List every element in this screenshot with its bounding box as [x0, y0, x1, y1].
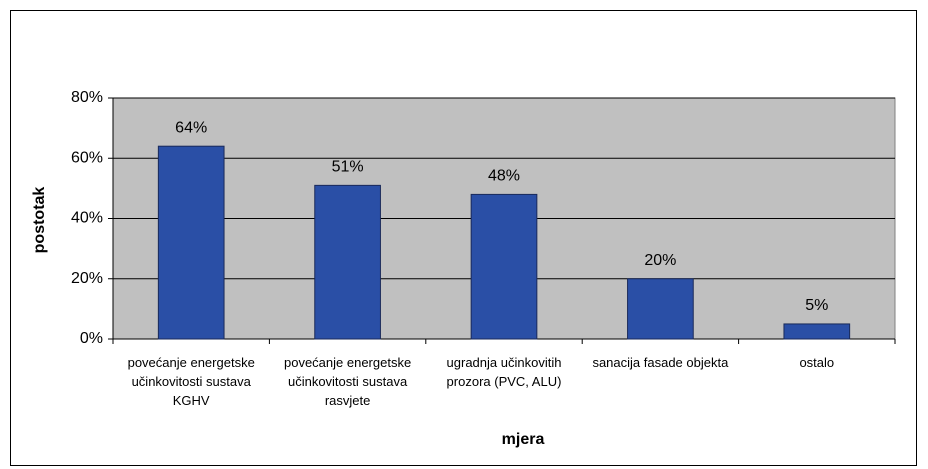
x-tick-label: povećanje energetske učinkovitosti susta… [283, 355, 412, 408]
bar [157, 145, 225, 340]
bar [470, 193, 538, 340]
y-tick-label: 0% [80, 330, 103, 347]
x-axis-title: mjera [502, 431, 545, 448]
y-axis-title: postotak [31, 187, 48, 254]
y-tick-label: 20% [71, 270, 103, 287]
x-tick-label: ostalo [799, 355, 835, 370]
y-tick-label: 40% [71, 210, 103, 227]
x-tick-label: sanacija fasade objekta [592, 355, 729, 370]
data-label: 51% [332, 159, 364, 176]
data-label: 5% [805, 297, 828, 314]
bar [783, 323, 851, 340]
data-label: 48% [488, 168, 520, 185]
bar [314, 184, 381, 340]
bar [627, 278, 694, 340]
y-tick-label: 80% [71, 89, 103, 106]
y-tick-label: 60% [71, 149, 103, 166]
data-label: 64% [175, 119, 207, 136]
data-label: 20% [644, 252, 676, 269]
x-tick-label: ugradnja učinkovitih prozora (PVC, ALU) [446, 355, 562, 389]
x-tick-label: povećanje energetske učinkovitosti susta… [127, 355, 255, 408]
